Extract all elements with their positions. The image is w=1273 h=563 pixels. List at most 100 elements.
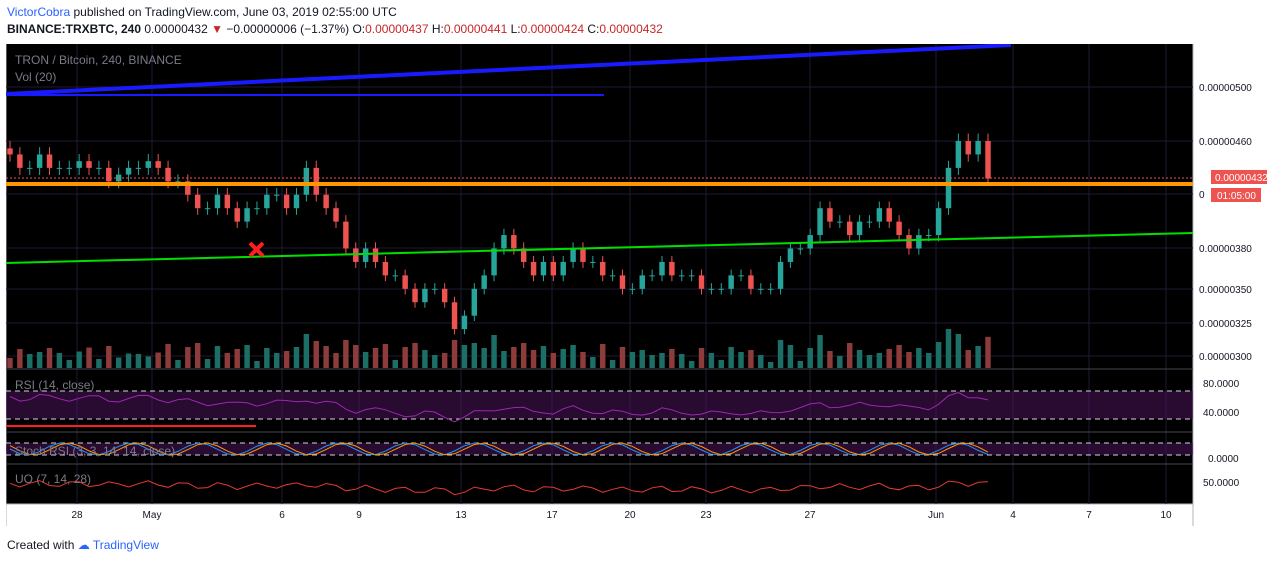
- volume-bar: [896, 345, 902, 368]
- candle: [540, 261, 547, 276]
- volume-bar: [224, 353, 231, 368]
- candle: [679, 275, 685, 277]
- candle: [530, 261, 537, 276]
- candle: [935, 208, 942, 236]
- candle: [234, 208, 240, 222]
- candle: [580, 248, 586, 262]
- volume-bar: [837, 356, 843, 368]
- volume-bar: [846, 343, 853, 368]
- volume-bar: [728, 347, 734, 368]
- candle: [56, 167, 63, 169]
- candle: [7, 148, 13, 155]
- price-tick: 0.00000460: [1199, 137, 1252, 148]
- created-with-text: Created with: [7, 538, 75, 552]
- last-price: 0.00000432: [144, 22, 208, 36]
- candle: [264, 194, 270, 209]
- volume-bar: [382, 344, 389, 368]
- last-price-tag: [1211, 170, 1267, 184]
- countdown-tag: [1211, 188, 1261, 202]
- volume-bar: [856, 350, 863, 368]
- volume-bar: [926, 353, 932, 368]
- stoch-d-line: [9, 442, 989, 456]
- time-tick: 20: [624, 510, 636, 521]
- volume-bar: [96, 359, 102, 368]
- author-link[interactable]: VictorCobra: [7, 5, 71, 19]
- candle: [471, 288, 478, 316]
- rsi-line: [9, 391, 989, 423]
- volume-bar: [36, 352, 43, 368]
- candle: [975, 141, 981, 155]
- price-tick: 0.00000380: [1199, 244, 1252, 255]
- volume-bar: [343, 340, 349, 368]
- candle: [323, 194, 329, 209]
- candle: [787, 248, 794, 262]
- volume-bar: [777, 340, 784, 368]
- uo-label: UO (7, 14, 28): [15, 472, 91, 486]
- volume-bar: [461, 345, 468, 368]
- volume-bar: [422, 350, 428, 368]
- candle: [333, 208, 339, 222]
- candle: [916, 235, 922, 249]
- volume-bar: [234, 349, 240, 368]
- candle: [856, 221, 863, 236]
- volume-bar: [827, 351, 833, 368]
- candle: [175, 181, 181, 183]
- candle: [303, 167, 310, 195]
- candle: [866, 221, 873, 223]
- time-tick: 28: [71, 510, 83, 521]
- volume-bar: [590, 357, 596, 368]
- tradingview-logo-icon: ☁: [77, 538, 90, 552]
- volume-bar: [817, 335, 823, 368]
- green-trendline[interactable]: [6, 232, 1194, 264]
- volume-bar: [649, 355, 655, 368]
- trading-chart[interactable]: TRON / Bitcoin, 240, BINANCE Vol (20) RS…: [6, 44, 1268, 527]
- volume-bar: [106, 346, 112, 368]
- volume-bar: [916, 348, 922, 368]
- candle: [708, 288, 715, 290]
- candle: [353, 248, 359, 262]
- down-arrow-icon: ▼: [211, 22, 223, 36]
- volume-bar: [481, 348, 487, 368]
- volume-bar: [580, 352, 586, 368]
- published-text: published on TradingView.com, June 03, 2…: [73, 5, 397, 19]
- candle: [165, 167, 171, 182]
- volume-bar: [432, 355, 438, 368]
- candle: [274, 194, 280, 196]
- time-tick: 23: [700, 510, 712, 521]
- candle: [688, 275, 695, 277]
- time-tick: 10: [1160, 510, 1172, 521]
- volume-label: Vol (20): [15, 70, 56, 84]
- volume-bar: [797, 361, 804, 368]
- price-tick: 0.00000325: [1199, 319, 1252, 330]
- volume-bar: [550, 353, 557, 368]
- candle: [600, 261, 606, 276]
- volume-bar: [86, 347, 92, 368]
- candle: [481, 275, 487, 289]
- candle: [422, 288, 428, 303]
- time-tick: 27: [804, 510, 816, 521]
- volume-bars: [7, 329, 991, 368]
- candle: [560, 261, 566, 276]
- blue-trendline[interactable]: [6, 44, 1012, 96]
- volume-bar: [165, 344, 171, 368]
- price-tick: 0.00000300: [1199, 352, 1252, 363]
- candle: [520, 248, 527, 262]
- volume-bar: [214, 346, 221, 368]
- candle: [748, 275, 754, 289]
- volume-bar: [115, 357, 122, 368]
- rsi-label: RSI (14, close): [15, 378, 94, 392]
- candle: [27, 167, 33, 169]
- candle: [570, 248, 576, 262]
- stoch-band: [6, 443, 1193, 455]
- high-value: 0.00000441: [443, 22, 508, 36]
- candle: [461, 315, 468, 330]
- uo-line: [9, 480, 989, 496]
- candle: [906, 235, 912, 249]
- volume-bar: [46, 348, 53, 368]
- candle: [619, 275, 626, 289]
- volume-bar: [619, 347, 626, 368]
- volume-bar: [175, 360, 181, 368]
- tradingview-link[interactable]: TradingView: [92, 538, 159, 552]
- rsi-band: [6, 391, 1193, 419]
- volume-bar: [698, 348, 705, 368]
